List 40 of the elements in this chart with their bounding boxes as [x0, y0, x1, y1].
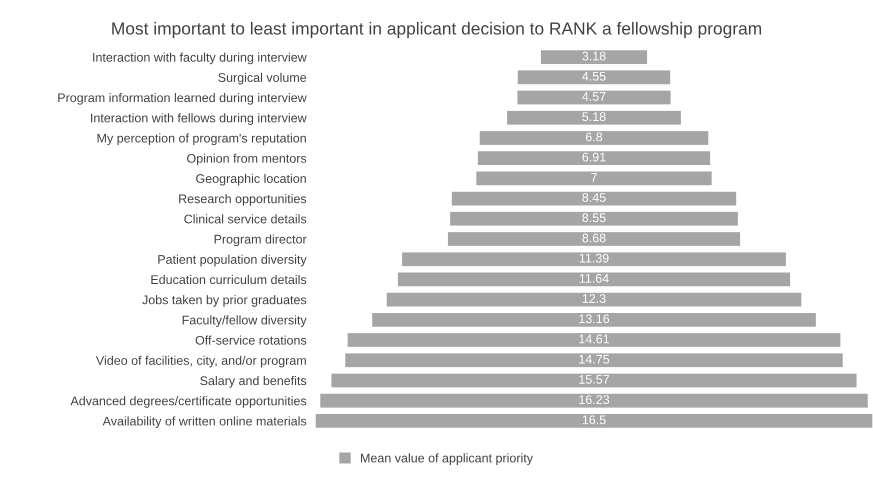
category-label: Faculty/fellow diversity — [182, 315, 307, 327]
category-label: Education curriculum details — [151, 274, 306, 284]
text: Most important to least important in applicant decision to RANK a fellowship program — [112, 22, 762, 38]
category-label: Geographic location — [196, 174, 306, 186]
category-label: Program information learned during interview — [58, 92, 307, 105]
data-label: 11.64 — [580, 274, 609, 283]
category-label: Jobs taken by prior graduates — [142, 295, 306, 307]
category-label: Video of facilities, city, and/or program — [96, 356, 306, 368]
data-label: 8.68 — [582, 234, 606, 242]
category-label: Salary and benefits — [200, 376, 306, 388]
data-label: 5.18 — [582, 112, 606, 122]
data-label: 4.55 — [582, 72, 606, 81]
category-label: Surgical volume — [218, 72, 306, 84]
data-label: 15.57 — [579, 375, 610, 384]
data-label: 7 — [591, 173, 597, 182]
data-label: 6.91 — [582, 152, 606, 162]
category-label: Clinical service details — [184, 214, 306, 224]
data-label: 3.18 — [582, 52, 606, 60]
data-label: 12.3 — [582, 294, 606, 303]
data-label: 8.55 — [582, 213, 606, 222]
data-label: 16.5 — [582, 415, 606, 424]
data-label: 6.8 — [586, 132, 602, 142]
category-label: Patient population diversity — [158, 254, 307, 266]
category-label: Opinion from mentors — [187, 154, 306, 166]
data-label: 14.61 — [579, 334, 610, 344]
category-label: Research opportunities — [179, 194, 306, 206]
data-label: 13.16 — [579, 314, 610, 324]
data-label: 4.57 — [582, 92, 606, 101]
category-label: Off-service rotations — [196, 336, 306, 345]
category-label: Availability of written online materials — [102, 416, 306, 428]
category-label: Program director — [214, 234, 306, 246]
category-label: My perception of program's reputation — [98, 133, 306, 146]
category-label: Interaction with fellows during interview — [91, 113, 307, 125]
data-label: 8.45 — [582, 193, 606, 202]
data-label: 14.75 — [579, 354, 610, 364]
category-label: Advanced degrees/certificate opportunities — [70, 396, 306, 408]
data-label: 11.39 — [580, 254, 609, 263]
legend-label: Mean value of applicant priority — [361, 453, 533, 465]
data-label: 16.23 — [579, 395, 610, 404]
category-label: Interaction with faculty during interview — [93, 52, 307, 64]
